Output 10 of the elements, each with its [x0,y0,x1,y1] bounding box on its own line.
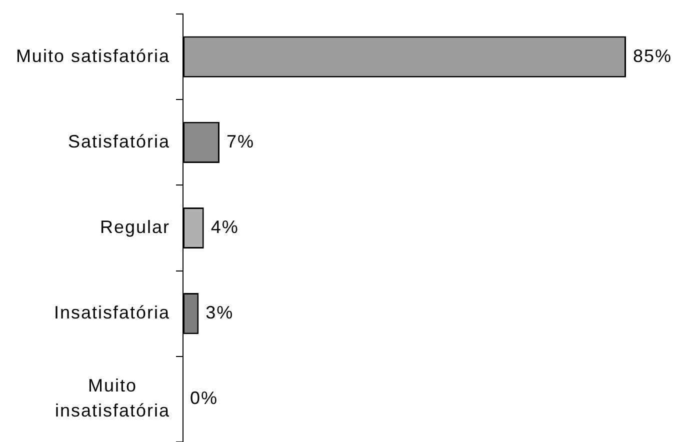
y-tick-label: Regular [100,216,170,237]
data-label: 7% [226,131,254,152]
data-label: 0% [190,388,218,408]
y-tick-label: Satisfatória [68,131,170,152]
y-tick-label: Muito satisfatória [16,46,170,66]
data-label: 4% [210,216,239,237]
y-tick-label: Muito insatisfatória [54,376,170,421]
y-tick-label: Insatisfatória [54,302,170,323]
data-label: 85% [633,46,672,66]
data-label: 3% [206,302,234,323]
